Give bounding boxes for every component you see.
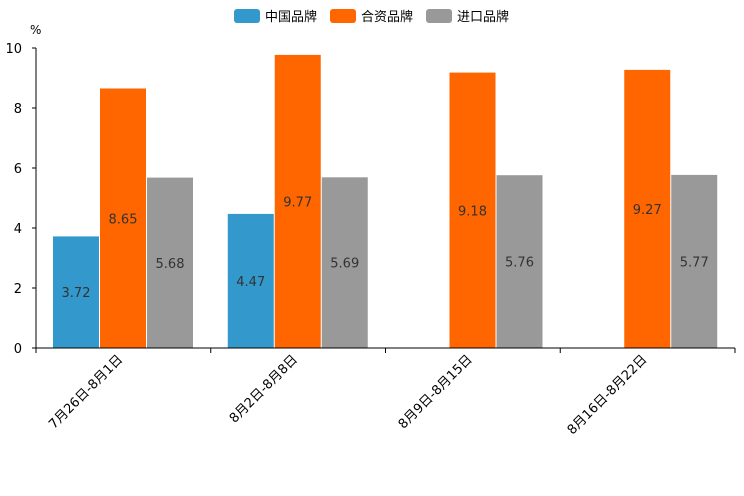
legend-label-2: 合资品牌 [361, 9, 413, 25]
y-tick-label-8: 8 [14, 102, 22, 117]
data-label-s3-c1: 5.68 [156, 257, 185, 272]
legend-swatch-1 [234, 9, 260, 23]
bar-s2-c1 [100, 88, 146, 348]
legend-swatch-2 [330, 9, 356, 23]
y-tick-label-4: 4 [14, 222, 22, 237]
x-category-label-1: 7月26日-8月1日 [46, 352, 126, 432]
bars-group [53, 54, 718, 349]
y-tick-label-0: 0 [14, 342, 22, 357]
y-tick-label-2: 2 [14, 282, 22, 297]
data-label-s3-c3: 5.76 [505, 256, 534, 271]
data-label-s3-c4: 5.77 [680, 255, 709, 270]
bar-s1-c2 [227, 213, 274, 348]
bar-s3-c4 [671, 174, 718, 348]
legend-label-1: 中国品牌 [265, 9, 317, 25]
bar-s3-c3 [496, 175, 543, 348]
data-labels-group: 3.72 8.65 5.68 4.47 9.77 5.69 9.18 5.76 9.27 5.77 [62, 195, 709, 301]
legend: 中国品牌 合资品牌 进口品牌 [234, 9, 509, 25]
x-category-label-2: 8月2日-8月8日 [227, 352, 301, 426]
x-category-label-4: 8月16日-8月22日 [565, 352, 651, 438]
bar-s2-c2 [274, 54, 321, 349]
y-axis: 0 2 4 6 8 10 [5, 42, 37, 357]
y-axis-unit-label: % [30, 23, 41, 37]
data-label-s3-c2: 5.69 [330, 257, 359, 272]
y-tick-label-10: 10 [5, 42, 22, 57]
legend-label-3: 进口品牌 [457, 9, 509, 25]
bar-s2-c4 [624, 69, 671, 349]
data-label-s2-c4: 9.27 [633, 203, 662, 218]
bar-s3-c2 [321, 177, 368, 348]
legend-swatch-3 [426, 9, 452, 23]
x-axis: 7月26日-8月1日 8月2日-8月8日 8月9日-8月15日 8月16日-8月22日 [35, 347, 736, 438]
bar-s2-c3 [449, 72, 496, 348]
bar-s1-c1 [53, 236, 99, 348]
y-tick-label-6: 6 [14, 162, 22, 177]
data-label-s1-c1: 3.72 [62, 286, 91, 301]
data-label-s2-c2: 9.77 [283, 195, 312, 210]
data-label-s2-c3: 9.18 [458, 204, 487, 219]
x-category-label-3: 8月9日-8月15日 [396, 352, 476, 432]
data-label-s1-c2: 4.47 [236, 275, 265, 290]
data-label-s2-c1: 8.65 [109, 212, 138, 227]
bar-s3-c1 [147, 177, 193, 348]
